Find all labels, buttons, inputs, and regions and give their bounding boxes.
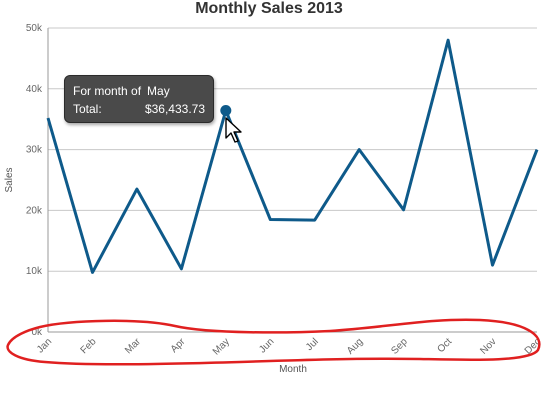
x-tick-label: Oct [435, 336, 454, 355]
y-tick-label: 50k [26, 23, 43, 34]
x-tick-label: Sep [389, 336, 410, 357]
series-points [220, 104, 232, 116]
tooltip-total-row: Total: $36,433.73 [73, 100, 205, 118]
tooltip-total-label: Total: [73, 102, 102, 116]
red-annotation-ellipse [6, 318, 541, 366]
x-tick-label: Nov [478, 336, 498, 356]
y-tick-label: 20k [26, 205, 43, 216]
x-tick-label: Mar [123, 336, 143, 356]
y-tick-label: 0k [31, 327, 43, 338]
y-tick-label: 40k [26, 84, 43, 95]
y-axis-title: Sales [4, 167, 15, 192]
x-tick-label: Jun [257, 336, 276, 355]
sales-series-line [46, 38, 539, 274]
highlighted-data-point[interactable] [220, 104, 232, 116]
x-tick-label: Jul [304, 336, 321, 353]
tooltip-month-label: For month of [73, 84, 142, 98]
x-tick-label: Jan [35, 336, 54, 355]
y-tick-label: 10k [26, 266, 43, 277]
x-axis-title: Month [279, 364, 307, 375]
mouse-pointer-icon [225, 117, 242, 143]
y-tick-label: 30k [26, 145, 43, 156]
x-tick-label: Feb [79, 336, 99, 356]
x-tick-label: Aug [345, 336, 365, 356]
tooltip: For month of May Total: $36,433.73 [64, 75, 214, 123]
x-tick-label: May [211, 336, 232, 357]
chart-title: Monthly Sales 2013 [195, 0, 343, 17]
tooltip-month-value: May [147, 84, 170, 98]
tooltip-total-value: $36,433.73 [144, 102, 205, 116]
x-axis-ticks: Jan Feb Mar Apr May Jun Jul Aug Sep Oct Nov Dec [35, 336, 542, 358]
y-axis-ticks: 0k 10k 20k 30k 40k 50k [26, 23, 43, 338]
x-tick-label: Apr [169, 336, 188, 355]
grid-lines [48, 27, 537, 272]
tooltip-month-row: For month of May [73, 82, 205, 100]
